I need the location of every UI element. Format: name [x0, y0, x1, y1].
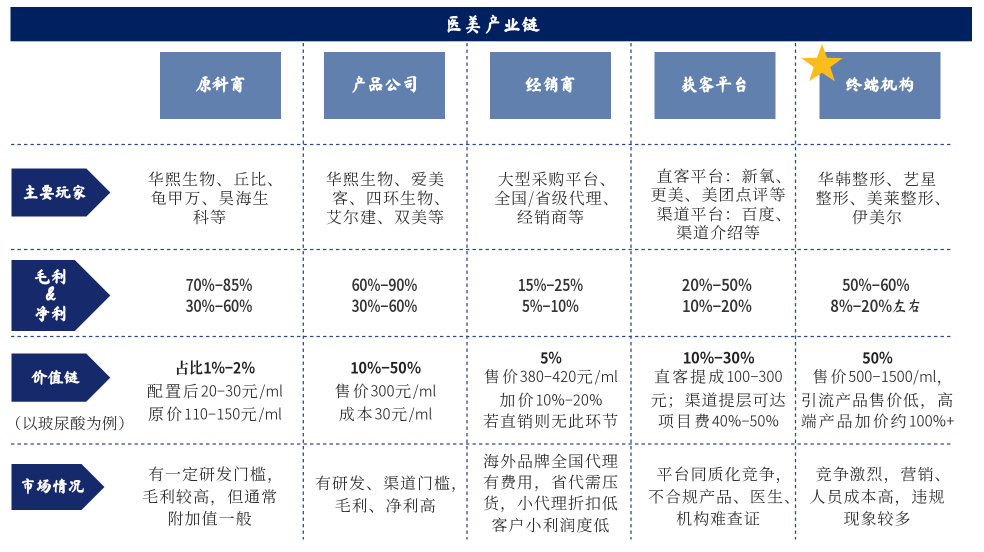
- svg-text:&: &: [46, 286, 56, 304]
- svg-text:获客平台: 获客平台: [681, 76, 750, 94]
- svg-text:经销商等: 经销商等: [517, 205, 585, 228]
- svg-text:全国/省级代理、: 全国/省级代理、: [494, 186, 620, 209]
- svg-text:平台同质化竞争，: 平台同质化竞争，: [656, 462, 792, 485]
- svg-text:附加值一般: 附加值一般: [167, 507, 252, 530]
- svg-text:主要玩家: 主要玩家: [23, 184, 88, 201]
- svg-text:（以玻尿酸为例）: （以玻尿酸为例）: [6, 412, 134, 434]
- svg-text:渠道平台：百度、: 渠道平台：百度、: [656, 202, 792, 225]
- svg-text:元；渠道提层可达: 元；渠道提层可达: [650, 388, 786, 411]
- svg-text:配置后20−30元/ml: 配置后20−30元/ml: [147, 379, 283, 402]
- svg-text:70%−85%: 70%−85%: [186, 272, 253, 296]
- svg-text:伊美尔: 伊美尔: [852, 205, 903, 228]
- svg-text:20%−50%: 20%−50%: [682, 272, 752, 296]
- svg-text:30%−60%: 30%−60%: [186, 293, 253, 317]
- svg-text:有一定研发门槛，: 有一定研发门槛，: [148, 462, 284, 485]
- svg-text:30%−60%: 30%−60%: [352, 293, 418, 317]
- svg-text:50%: 50%: [862, 347, 893, 369]
- svg-text:竞争激烈，营销、: 竞争激烈，营销、: [815, 462, 951, 485]
- svg-text:端产品加价约100%+: 端产品加价约100%+: [801, 409, 955, 432]
- svg-text:客、四环生物、: 客、四环生物、: [332, 186, 451, 209]
- svg-text:经销商: 经销商: [525, 77, 577, 94]
- svg-text:整形、美莱整形、: 整形、美莱整形、: [815, 186, 951, 209]
- svg-text:引流产品售价低，高: 引流产品售价低，高: [801, 388, 954, 411]
- svg-text:货，小代理折扣低: 货，小代理折扣低: [483, 491, 619, 514]
- svg-text:售价380−420元/ml: 售价380−420元/ml: [484, 365, 618, 388]
- svg-text:50%−60%: 50%−60%: [842, 272, 910, 296]
- svg-text:华韩整形、艺星: 华韩整形、艺星: [818, 167, 937, 190]
- svg-text:加价10%−20%: 加价10%−20%: [498, 388, 602, 411]
- svg-text:科等: 科等: [193, 205, 227, 228]
- svg-text:直客平台：新氧、: 直客平台：新氧、: [656, 164, 792, 187]
- svg-text:华熙生物、丘比、: 华熙生物、丘比、: [148, 167, 284, 190]
- svg-text:医美产业链: 医美产业链: [444, 14, 540, 34]
- svg-text:直客提成100−300: 直客提成100−300: [654, 365, 783, 388]
- svg-text:渠道介绍等: 渠道介绍等: [676, 220, 761, 243]
- svg-text:毛利: 毛利: [34, 269, 66, 286]
- svg-text:价值链: 价值链: [30, 369, 80, 385]
- svg-text:毛利较高，但通常: 毛利较高，但通常: [142, 484, 278, 507]
- svg-text:5%−10%: 5%−10%: [522, 293, 579, 317]
- svg-text:若直销则无此环节: 若直销则无此环节: [483, 409, 619, 432]
- svg-text:占比1%−2%: 占比1%−2%: [175, 357, 256, 379]
- svg-text:成本30元/ml: 成本30元/ml: [339, 402, 433, 425]
- svg-text:产品公司: 产品公司: [350, 76, 419, 94]
- svg-text:8%−20%左右: 8%−20%左右: [831, 293, 922, 317]
- svg-text:海外品牌全国代理: 海外品牌全国代理: [483, 449, 619, 472]
- svg-text:原价110−150元/ml: 原价110−150元/ml: [148, 402, 282, 425]
- svg-text:10%−20%: 10%−20%: [682, 293, 752, 317]
- svg-text:10%−50%: 10%−50%: [350, 357, 422, 379]
- svg-text:客户小利润度低: 客户小利润度低: [491, 513, 610, 536]
- svg-text:售价500−1500/ml，: 售价500−1500/ml，: [812, 365, 954, 388]
- svg-text:终端机构: 终端机构: [846, 76, 915, 94]
- svg-text:5%: 5%: [540, 347, 562, 369]
- svg-text:净利: 净利: [34, 306, 66, 323]
- svg-text:人员成本高，违规: 人员成本高，违规: [809, 484, 945, 507]
- svg-text:机构难查证: 机构难查证: [676, 507, 761, 530]
- svg-text:原料商: 原料商: [195, 76, 247, 94]
- svg-text:更美、美团点评等: 更美、美团点评等: [650, 183, 786, 206]
- svg-text:15%−25%: 15%−25%: [518, 272, 584, 296]
- svg-text:有费用，省代需压: 有费用，省代需压: [483, 470, 619, 493]
- svg-text:大型采购平台、: 大型采购平台、: [497, 167, 616, 190]
- svg-text:不合规产品、医生、: 不合规产品、医生、: [648, 484, 801, 507]
- svg-text:60%−90%: 60%−90%: [352, 272, 418, 296]
- svg-text:10%−30%: 10%−30%: [683, 347, 756, 369]
- svg-text:售价300元/ml: 售价300元/ml: [335, 379, 437, 402]
- svg-text:龟甲万、昊海生: 龟甲万、昊海生: [150, 186, 269, 209]
- svg-text:毛利、净利高: 毛利、净利高: [334, 493, 436, 516]
- svg-text:市场情况: 市场情况: [20, 478, 85, 494]
- svg-text:现象较多: 现象较多: [843, 507, 911, 530]
- svg-text:项目费40%−50%: 项目费40%−50%: [658, 409, 779, 432]
- svg-text:艾尔建、双美等: 艾尔建、双美等: [326, 205, 445, 228]
- svg-text:有研发、渠道门槛，: 有研发、渠道门槛，: [315, 471, 468, 494]
- svg-text:华熙生物、爱美: 华熙生物、爱美: [326, 167, 445, 190]
